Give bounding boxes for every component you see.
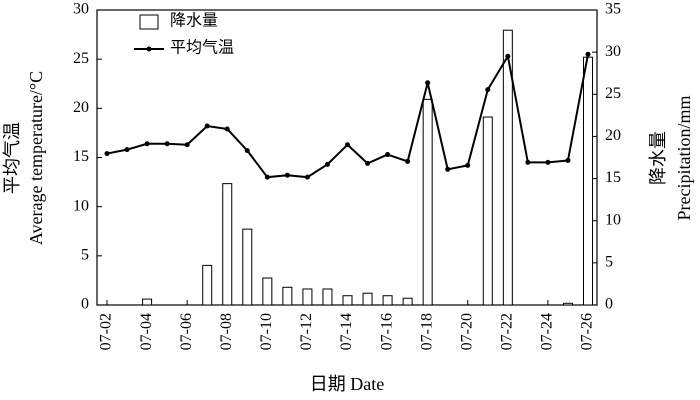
bar xyxy=(302,288,313,306)
y-axis-title: Average temperature/°C xyxy=(26,71,46,245)
x-tick-label: 07-10 xyxy=(258,313,275,350)
marker xyxy=(565,157,571,163)
marker xyxy=(425,80,431,86)
y2-tick-label: 25 xyxy=(605,85,621,102)
y-tick-label: 30 xyxy=(73,1,89,18)
x-tick-label: 07-14 xyxy=(338,313,355,350)
y-tick-label: 5 xyxy=(81,247,89,264)
bar xyxy=(583,56,593,306)
marker xyxy=(505,53,511,59)
marker xyxy=(465,162,471,168)
x-tick-label: 07-08 xyxy=(218,313,235,350)
legend-label: 降水量 xyxy=(170,12,218,30)
bar xyxy=(142,298,153,306)
legend-swatch xyxy=(139,14,159,30)
x-tick-label: 07-26 xyxy=(579,313,596,350)
y-tick-label: 0 xyxy=(81,296,89,313)
marker xyxy=(485,87,491,93)
y2-tick-label: 20 xyxy=(605,127,621,144)
marker xyxy=(385,152,391,158)
marker xyxy=(224,126,230,132)
x-tick-label: 07-16 xyxy=(378,313,395,350)
marker xyxy=(144,141,150,147)
marker xyxy=(585,51,591,57)
bar xyxy=(262,277,273,306)
marker xyxy=(104,151,110,157)
bar xyxy=(282,286,293,306)
y-tick-label: 15 xyxy=(73,148,89,165)
bar xyxy=(422,98,433,306)
y2-tick-label: 30 xyxy=(605,43,621,60)
marker xyxy=(365,160,371,166)
marker xyxy=(525,159,531,165)
x-tick-label: 07-04 xyxy=(138,313,155,350)
x-tick-label: 07-20 xyxy=(458,313,475,350)
bar xyxy=(382,295,393,306)
marker xyxy=(204,123,210,129)
x-tick-label: 07-24 xyxy=(539,313,556,350)
bar xyxy=(502,29,513,306)
y2-tick-label: 35 xyxy=(605,1,621,18)
marker xyxy=(164,141,170,147)
y-axis-title: 平均气温 xyxy=(2,122,22,194)
y-tick-label: 10 xyxy=(73,197,89,214)
marker xyxy=(324,161,330,167)
x-tick-label: 07-12 xyxy=(298,313,315,350)
marker xyxy=(405,158,411,164)
y2-axis-title: Precipitation/mm xyxy=(674,96,694,221)
bar xyxy=(562,302,573,306)
bar xyxy=(222,183,233,306)
line xyxy=(106,53,589,179)
bar xyxy=(402,297,413,306)
marker xyxy=(264,174,270,180)
marker xyxy=(545,159,551,165)
y2-tick-label: 10 xyxy=(605,211,621,228)
bar xyxy=(482,116,493,306)
marker xyxy=(184,142,190,148)
marker xyxy=(284,172,290,178)
bar xyxy=(342,295,353,306)
x-tick-label: 07-22 xyxy=(499,313,516,350)
y-tick-label: 20 xyxy=(73,99,89,116)
x-tick-label: 07-18 xyxy=(418,313,435,350)
bar xyxy=(362,292,373,306)
x-tick-label: 07-02 xyxy=(98,313,115,350)
marker xyxy=(445,166,451,172)
y2-tick-label: 0 xyxy=(605,296,613,313)
x-tick-label: 07-06 xyxy=(178,313,195,350)
legend-label: 平均气温 xyxy=(170,39,234,57)
marker xyxy=(304,174,310,180)
legend-marker xyxy=(146,46,152,52)
y-tick-label: 25 xyxy=(73,50,89,67)
marker xyxy=(345,142,350,148)
bar xyxy=(322,288,333,306)
marker xyxy=(244,148,250,154)
x-axis-title: 日期 Date xyxy=(310,374,384,394)
y2-axis-title: 降水量 xyxy=(648,131,668,185)
marker xyxy=(124,147,130,153)
y2-tick-label: 15 xyxy=(605,169,621,186)
y2-tick-label: 5 xyxy=(605,254,613,271)
bar xyxy=(242,228,253,306)
bar xyxy=(202,264,213,306)
